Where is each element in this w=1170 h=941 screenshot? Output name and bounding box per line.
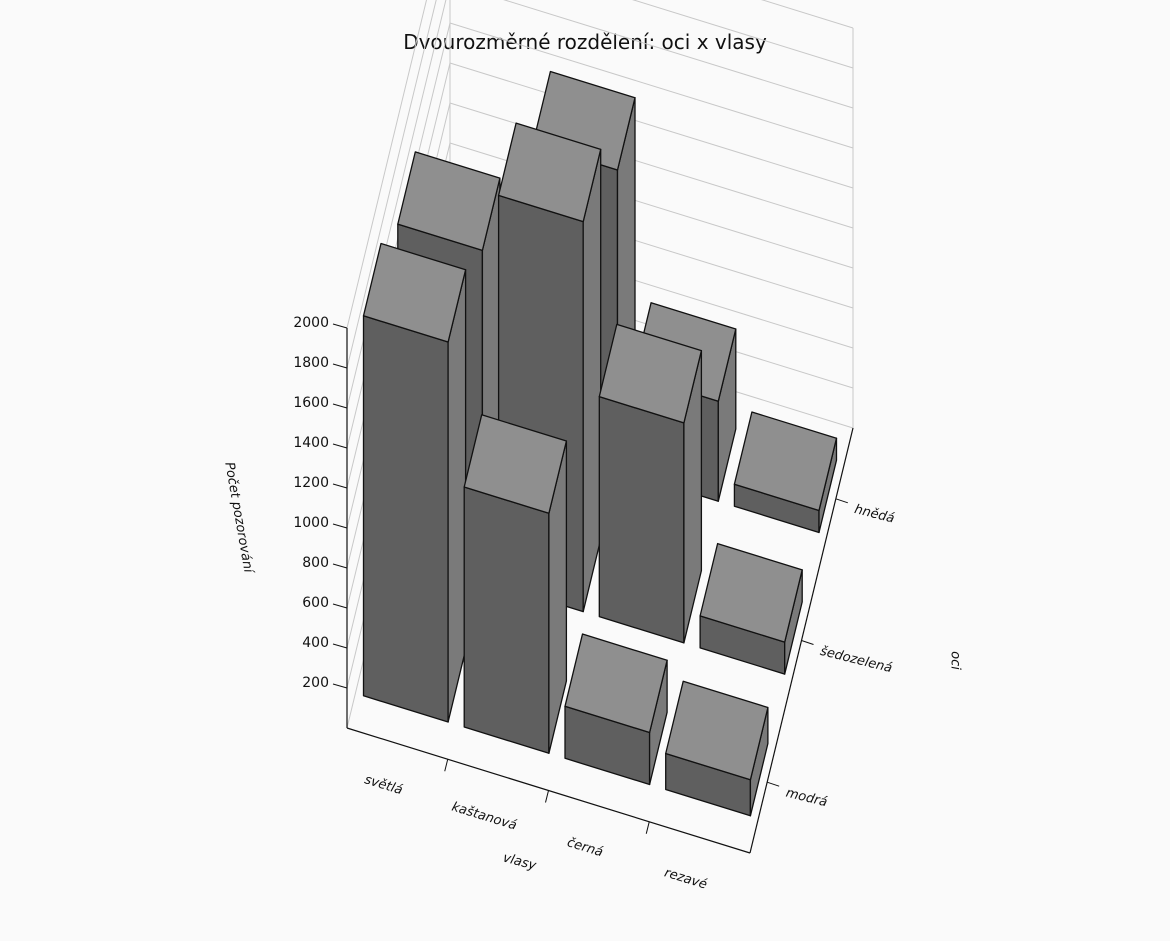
- z-tick-label: 800: [302, 555, 329, 571]
- z-tick: [332, 323, 348, 329]
- z-tick-label: 1600: [293, 395, 329, 411]
- z-tick: [332, 443, 348, 449]
- bar-front-face: [362, 315, 449, 723]
- bar-side-face: [447, 269, 467, 723]
- bar-front-face: [598, 395, 685, 644]
- chart-title: Dvourozměrné rozdělení: oci x vlasy: [403, 30, 767, 54]
- z-axis-title: Počet pozorování: [221, 461, 256, 576]
- bar-top-face: [497, 122, 602, 223]
- z-tick-label: 400: [302, 635, 329, 651]
- x-tick: [645, 821, 650, 834]
- x-category-label: světlá: [363, 772, 405, 798]
- bar-černá-modrá: [564, 633, 668, 786]
- bar-top-face: [463, 414, 568, 514]
- y-axis-title: oci: [948, 651, 963, 670]
- z-tick-label: 200: [302, 675, 329, 691]
- z-tick-label: 1200: [293, 475, 329, 491]
- z-tick: [332, 523, 348, 529]
- bar-top-face: [564, 633, 668, 734]
- z-tick: [332, 643, 348, 649]
- z-tick: [332, 603, 348, 609]
- z-tick-label: 1400: [293, 435, 329, 451]
- bar-front-face: [463, 486, 550, 754]
- z-tick: [332, 563, 348, 569]
- z-tick: [332, 483, 348, 489]
- y-category-label: hnědá: [853, 502, 896, 526]
- x-category-label: kaštanová: [450, 800, 519, 834]
- x-category-label: rezavé: [662, 865, 708, 892]
- axes: [332, 323, 854, 854]
- bar-top-face: [598, 323, 703, 424]
- y-tick: [835, 498, 848, 504]
- y-tick: [801, 640, 814, 645]
- grid-line: [346, 0, 854, 369]
- bar-top-face: [699, 542, 803, 643]
- bar-top-face: [733, 411, 838, 512]
- bar-top-face: [362, 242, 467, 343]
- bar-kaštanová-modrá: [463, 414, 568, 754]
- z-tick: [332, 403, 348, 409]
- grid-line: [346, 0, 854, 329]
- z-tick-label: 1800: [293, 355, 329, 371]
- bar-světlá-modrá: [362, 242, 467, 723]
- y-category-label: modrá: [784, 786, 829, 811]
- x-axis-title: vlasy: [501, 851, 538, 874]
- z-tick: [332, 363, 348, 369]
- bar-top-face: [665, 680, 769, 781]
- bar-černá-šedozelená: [598, 323, 703, 644]
- y-tick: [767, 781, 780, 787]
- bars: [362, 70, 838, 817]
- bar-rezavé-hnědá: [733, 411, 838, 534]
- z-tick-label: 2000: [293, 315, 329, 331]
- bar-side-face: [582, 148, 602, 613]
- x-tick: [545, 790, 549, 803]
- z-tick-label: 600: [302, 595, 329, 611]
- z-tick: [332, 683, 348, 689]
- bar-top-face: [397, 151, 501, 252]
- y-category-label: šedozelená: [819, 644, 894, 676]
- bar-rezavé-šedozelená: [699, 542, 803, 675]
- x-tick: [444, 759, 449, 772]
- z-tick-label: 1000: [293, 515, 329, 531]
- bar-rezavé-modrá: [665, 680, 769, 817]
- x-category-label: černá: [565, 835, 605, 860]
